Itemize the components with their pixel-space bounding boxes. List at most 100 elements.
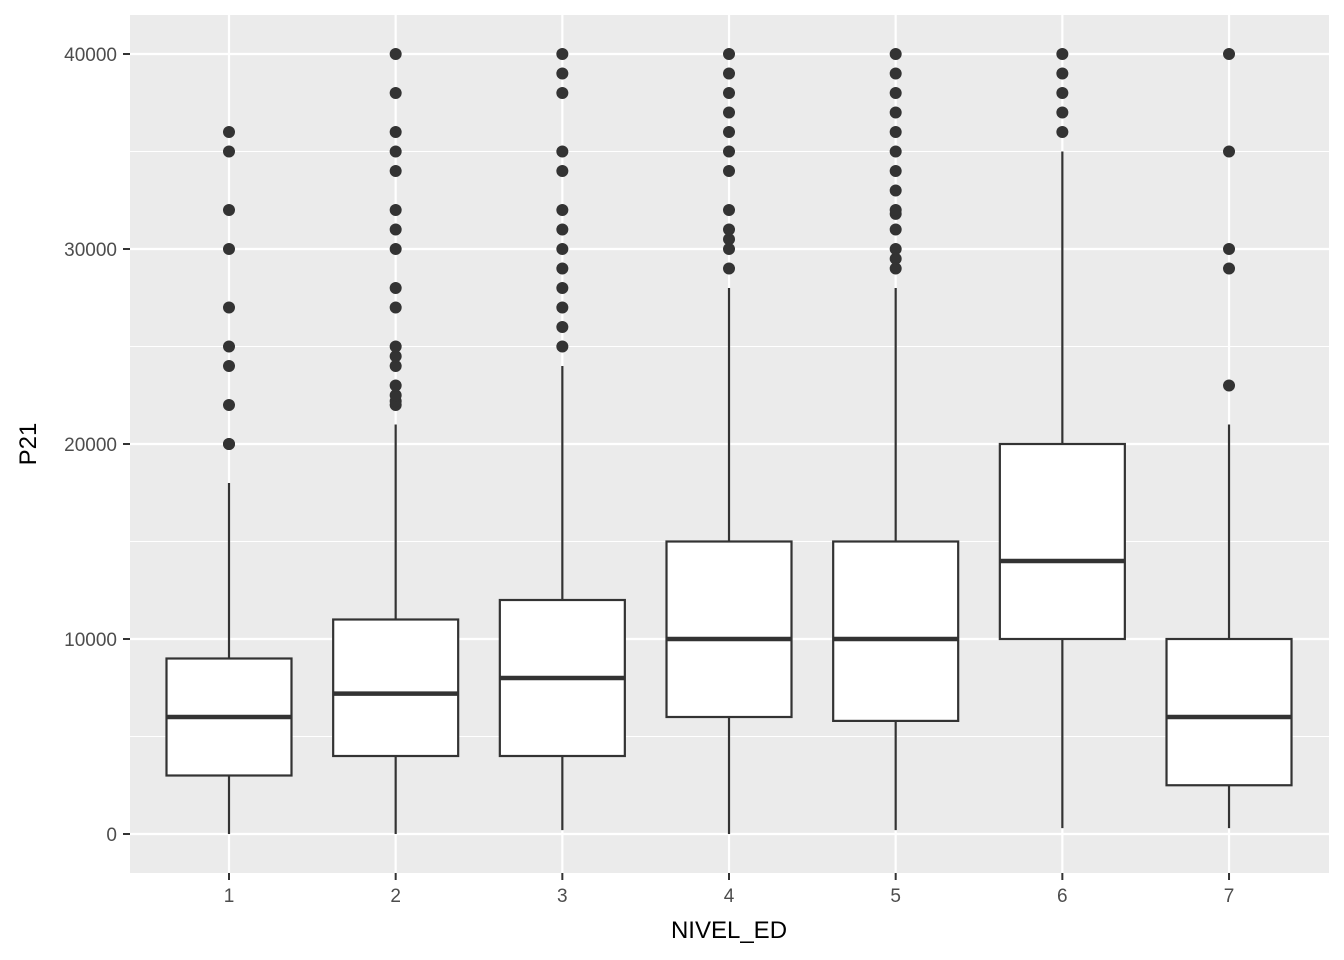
box-category-2 bbox=[332, 48, 460, 834]
x-tick-label: 1 bbox=[224, 886, 235, 907]
iqr-box bbox=[332, 618, 460, 758]
x-tick-label: 5 bbox=[890, 886, 901, 907]
outlier-point bbox=[556, 243, 569, 255]
outlier-point bbox=[889, 87, 902, 99]
iqr-box bbox=[665, 540, 793, 719]
outlier-point bbox=[556, 145, 569, 158]
outlier-point bbox=[556, 223, 569, 236]
x-axis: 1 2 3 4 5 6 7 bbox=[224, 873, 1235, 907]
outlier-point bbox=[223, 301, 235, 314]
outlier-point bbox=[723, 223, 736, 236]
outlier-point bbox=[223, 360, 235, 372]
outlier-point bbox=[889, 204, 902, 216]
y-axis-title: P21 bbox=[15, 423, 42, 466]
outlier-point bbox=[723, 48, 736, 60]
outlier-point bbox=[556, 67, 569, 80]
outlier-point bbox=[556, 301, 569, 314]
outlier-point bbox=[223, 340, 235, 353]
outlier-point bbox=[389, 126, 402, 138]
x-tick-label: 3 bbox=[557, 886, 568, 907]
y-tick-label: 10000 bbox=[64, 630, 117, 651]
box-category-7 bbox=[1165, 48, 1293, 829]
outlier-point bbox=[389, 282, 402, 294]
outlier-point bbox=[723, 126, 736, 138]
box-category-6 bbox=[998, 48, 1126, 829]
outlier-point bbox=[889, 48, 902, 60]
outlier-point bbox=[223, 145, 235, 158]
outlier-point bbox=[723, 87, 736, 99]
outlier-point bbox=[889, 184, 902, 197]
outlier-point bbox=[889, 106, 902, 119]
outlier-point bbox=[389, 243, 402, 255]
outlier-point bbox=[556, 204, 569, 216]
outlier-point bbox=[723, 204, 736, 216]
outlier-point bbox=[556, 165, 569, 177]
outlier-point bbox=[223, 126, 235, 138]
y-tick-label: 40000 bbox=[64, 45, 117, 66]
outlier-point bbox=[723, 243, 736, 255]
outlier-point bbox=[556, 48, 569, 60]
outlier-point bbox=[1056, 126, 1069, 138]
outlier-point bbox=[389, 87, 402, 99]
outlier-point bbox=[389, 165, 402, 177]
iqr-box bbox=[1165, 637, 1293, 787]
box-series bbox=[165, 48, 1293, 834]
y-axis: 0 10000 20000 30000 40000 bbox=[64, 45, 130, 846]
outlier-point bbox=[1223, 379, 1236, 392]
outlier-point bbox=[389, 145, 402, 158]
x-axis-title: NIVEL_ED bbox=[671, 917, 787, 944]
y-tick-label: 20000 bbox=[64, 435, 117, 456]
outlier-point bbox=[1056, 67, 1069, 80]
outlier-point bbox=[223, 243, 235, 255]
outlier-point bbox=[389, 223, 402, 236]
outlier-point bbox=[223, 399, 235, 411]
outlier-point bbox=[1223, 243, 1236, 255]
outlier-point bbox=[1056, 87, 1069, 99]
outlier-point bbox=[389, 48, 402, 60]
iqr-box bbox=[832, 540, 960, 722]
outlier-point bbox=[1223, 145, 1236, 158]
outlier-point bbox=[556, 262, 569, 275]
outlier-point bbox=[723, 67, 736, 80]
outlier-point bbox=[389, 204, 402, 216]
outlier-point bbox=[389, 360, 402, 372]
x-tick-label: 2 bbox=[390, 886, 401, 907]
outlier-point bbox=[556, 282, 569, 294]
x-tick-label: 4 bbox=[724, 886, 735, 907]
outlier-point bbox=[889, 252, 902, 265]
outlier-point bbox=[556, 87, 569, 99]
outlier-point bbox=[223, 204, 235, 216]
outlier-point bbox=[389, 301, 402, 314]
box-category-4 bbox=[665, 48, 793, 834]
outlier-point bbox=[889, 262, 902, 275]
outlier-point bbox=[723, 106, 736, 119]
x-tick-label: 6 bbox=[1057, 886, 1068, 907]
outlier-point bbox=[1223, 48, 1236, 60]
outlier-point bbox=[723, 145, 736, 158]
outlier-point bbox=[389, 350, 402, 363]
outlier-point bbox=[889, 126, 902, 138]
y-tick-label: 0 bbox=[106, 825, 117, 846]
outlier-point bbox=[723, 233, 736, 246]
outlier-point bbox=[389, 379, 402, 392]
x-tick-label: 7 bbox=[1224, 886, 1235, 907]
outlier-point bbox=[889, 243, 902, 255]
outlier-point bbox=[1056, 48, 1069, 60]
outlier-point bbox=[889, 165, 902, 177]
box-category-3 bbox=[498, 48, 626, 831]
outlier-point bbox=[1056, 106, 1069, 119]
outlier-point bbox=[1223, 262, 1236, 275]
box-category-5 bbox=[832, 48, 960, 831]
outlier-point bbox=[556, 321, 569, 333]
outlier-point bbox=[223, 438, 235, 450]
outlier-point bbox=[389, 389, 402, 402]
outlier-point bbox=[723, 262, 736, 275]
iqr-box bbox=[998, 442, 1126, 641]
outlier-point bbox=[389, 340, 402, 353]
outlier-point bbox=[889, 145, 902, 158]
box-category-1 bbox=[165, 126, 293, 834]
y-tick-label: 30000 bbox=[64, 240, 117, 261]
outlier-point bbox=[889, 67, 902, 80]
outlier-point bbox=[723, 165, 736, 177]
